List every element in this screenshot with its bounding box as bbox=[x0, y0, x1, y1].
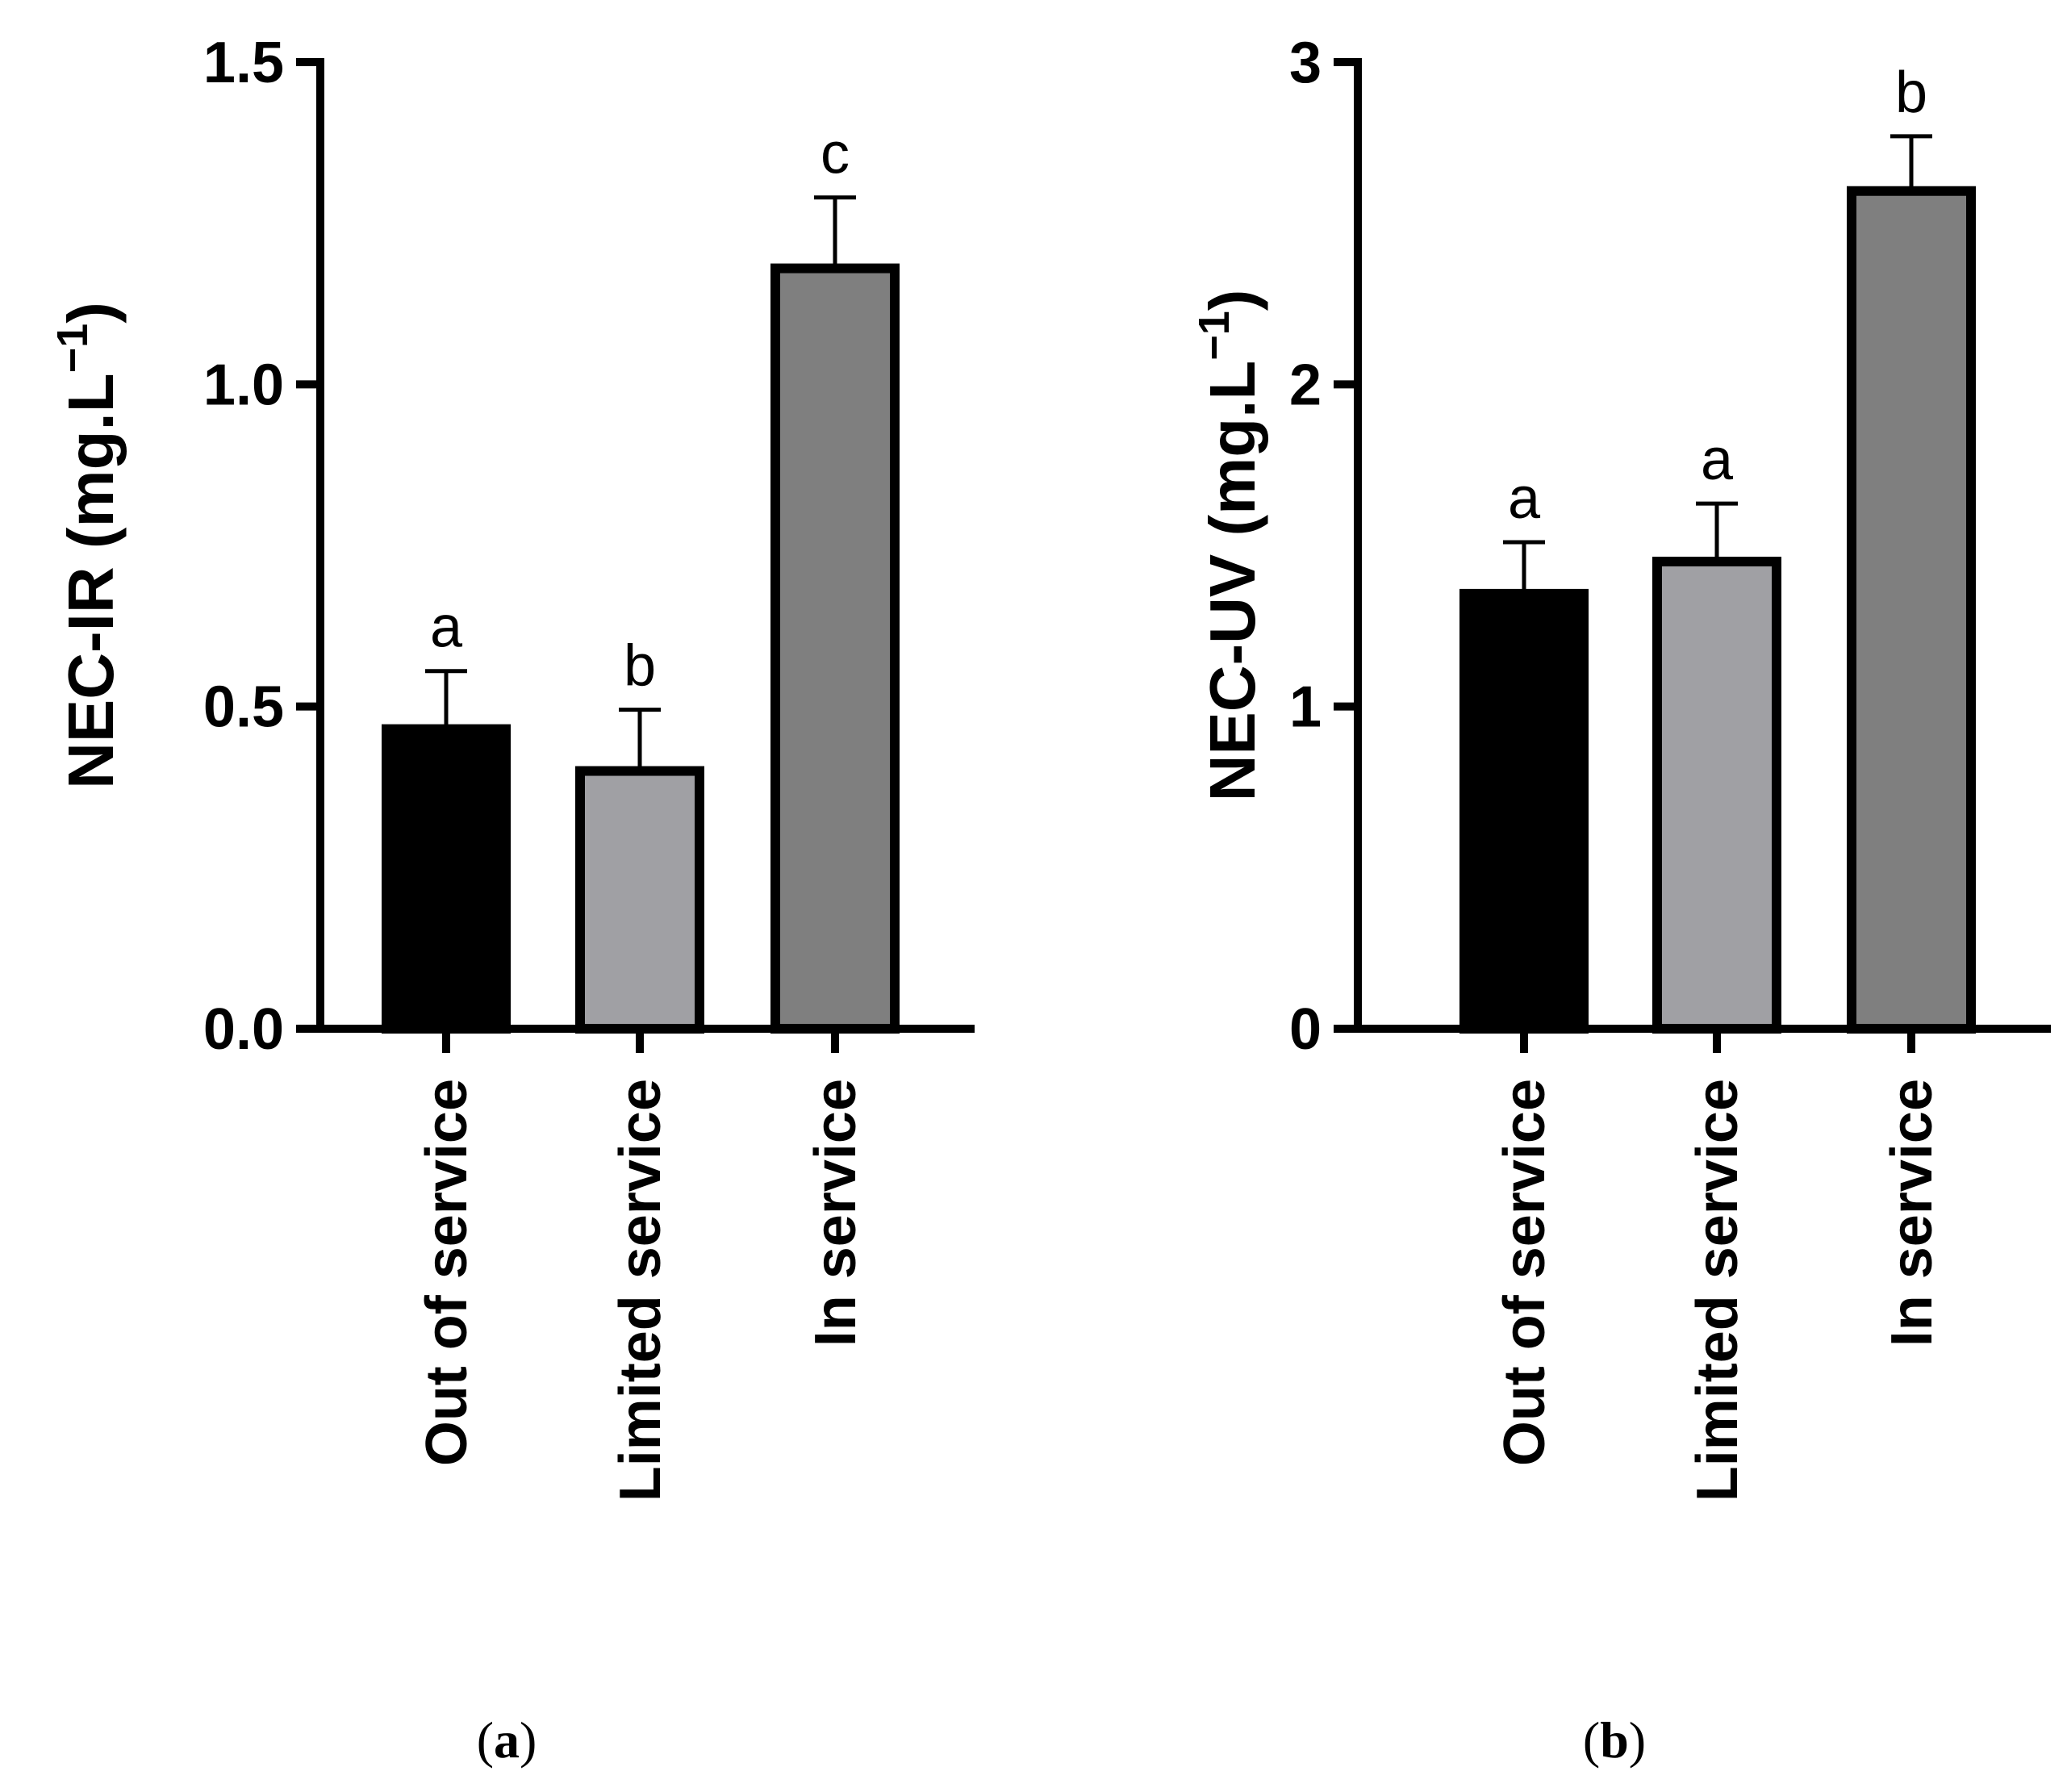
y-tick-label: 0.0 bbox=[203, 997, 284, 1062]
significance-letter: b bbox=[624, 634, 656, 699]
y-axis-title-suffix: ) bbox=[55, 302, 127, 324]
bar bbox=[1847, 186, 1976, 1034]
y-tick-label: 1 bbox=[1289, 675, 1322, 740]
bar bbox=[575, 766, 704, 1034]
panel-label-open: ( bbox=[477, 1711, 494, 1769]
y-axis-title-suffix: ) bbox=[1196, 290, 1268, 311]
y-tick-label: 2 bbox=[1289, 353, 1322, 417]
y-axis-title-main: NEC-UV (mg.L bbox=[1196, 361, 1268, 802]
x-tick-label: Out of service bbox=[415, 1079, 479, 1466]
panel-label-close: ) bbox=[1629, 1711, 1646, 1769]
significance-letter: a bbox=[430, 595, 463, 660]
panel-label-close: ) bbox=[520, 1711, 537, 1769]
significance-letter: a bbox=[1508, 466, 1541, 531]
bar bbox=[1652, 556, 1781, 1034]
x-tick-label: Limited service bbox=[608, 1079, 673, 1502]
y-tick-label: 1.5 bbox=[203, 31, 284, 95]
bar bbox=[1459, 588, 1589, 1034]
x-tick-label: In service bbox=[804, 1079, 868, 1347]
x-tick-label: Limited service bbox=[1685, 1079, 1750, 1502]
y-axis-title: NEC-IR (mg.L−1) bbox=[48, 302, 127, 789]
y-tick-label: 1.0 bbox=[203, 353, 284, 417]
panel-label-letter: a bbox=[494, 1711, 520, 1769]
y-axis-title-main: NEC-IR (mg.L bbox=[55, 373, 127, 789]
significance-letter: a bbox=[1701, 428, 1734, 492]
y-tick-label: 3 bbox=[1289, 31, 1322, 95]
x-tick-label: Out of service bbox=[1493, 1079, 1557, 1466]
panel-label: (a) bbox=[477, 1711, 537, 1769]
significance-letter: c bbox=[821, 122, 850, 186]
y-axis-title-superscript: −1 bbox=[1190, 311, 1238, 361]
y-tick-label: 0 bbox=[1289, 997, 1322, 1062]
y-tick-label: 0.5 bbox=[203, 675, 284, 740]
panel-label: (b) bbox=[1583, 1711, 1646, 1769]
panel-label-open: ( bbox=[1583, 1711, 1600, 1769]
y-axis-title-superscript: −1 bbox=[48, 324, 97, 374]
bar bbox=[382, 724, 511, 1034]
panel-label-letter: b bbox=[1600, 1711, 1629, 1769]
significance-letter: b bbox=[1895, 61, 1927, 125]
bar bbox=[770, 263, 900, 1034]
y-axis-title: NEC-UV (mg.L−1) bbox=[1190, 290, 1268, 802]
chart-panel-a: a Out of service b Limited service c In servi… bbox=[48, 31, 975, 1769]
x-tick-label: In service bbox=[1880, 1079, 1944, 1347]
chart-panel-b: a Out of service a Limited service b In servi… bbox=[1190, 31, 2051, 1769]
